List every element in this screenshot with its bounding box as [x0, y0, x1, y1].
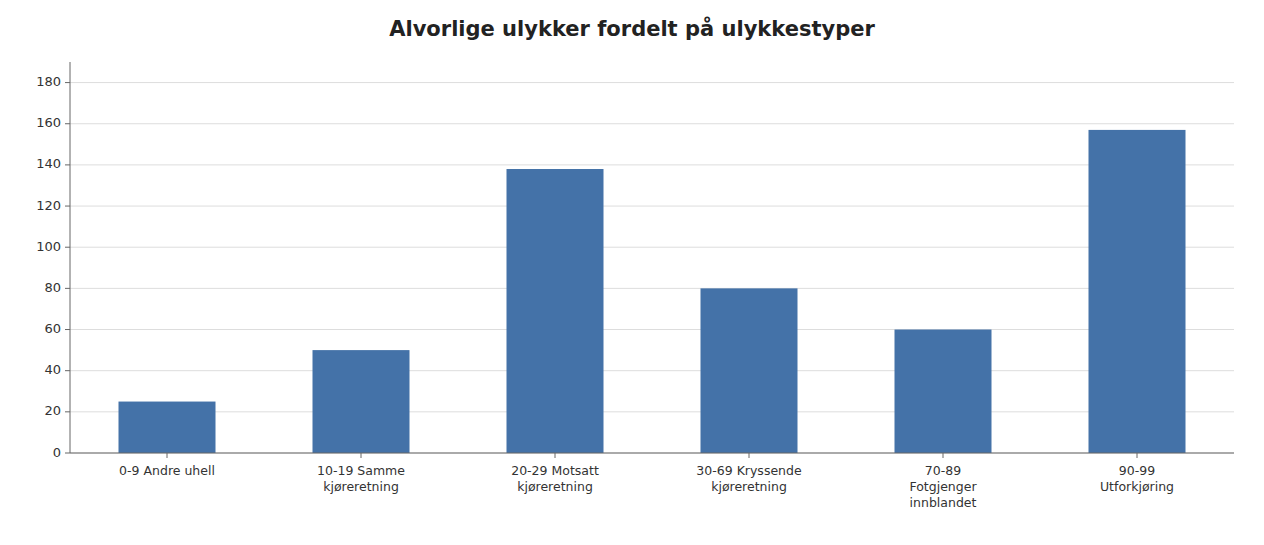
bar: [1089, 130, 1186, 453]
y-tick-label: 20: [44, 403, 61, 418]
y-tick-label: 180: [36, 74, 61, 89]
grid-line: [70, 82, 1234, 83]
grid-line: [70, 329, 1234, 330]
y-axis: 0 20 40 60 80 100 120 140 160 180: [36, 74, 70, 459]
y-tick: [65, 329, 70, 330]
x-tick-label: 20-29 Motsattkjøreretning: [511, 463, 599, 494]
y-tick-label: 60: [44, 321, 61, 336]
x-axis: 0-9 Andre uhell 10-19 Sammekjøreretning 20…: [119, 453, 1174, 510]
grid-line: [70, 288, 1234, 289]
grid-line: [70, 411, 1234, 412]
x-tick: [749, 453, 750, 458]
bar: [701, 288, 798, 453]
bar: [895, 330, 992, 453]
y-tick: [65, 288, 70, 289]
bar: [507, 169, 604, 453]
x-tick: [361, 453, 362, 458]
y-axis-line: [70, 62, 71, 453]
bar: [119, 402, 216, 453]
y-tick-label: 160: [36, 115, 61, 130]
x-tick-label: 0-9 Andre uhell: [119, 463, 215, 478]
grid-line: [70, 247, 1234, 248]
y-tick: [65, 453, 70, 454]
x-tick-label: 70-89Fotgjengerinnblandet: [909, 463, 977, 510]
x-axis-line: [70, 453, 1234, 454]
x-tick: [167, 453, 168, 458]
y-tick: [65, 206, 70, 207]
y-tick: [65, 370, 70, 371]
chart-svg: Alvorlige ulykker fordelt på ulykkestype…: [0, 0, 1264, 545]
x-tick-label: 30-69 Kryssendekjøreretning: [696, 463, 802, 494]
chart-container: Alvorlige ulykker fordelt på ulykkestype…: [0, 0, 1264, 545]
bar: [313, 350, 410, 453]
y-tick: [65, 164, 70, 165]
y-tick-label: 100: [36, 239, 61, 254]
x-tick: [1137, 453, 1138, 458]
grid-line: [70, 370, 1234, 371]
y-tick: [65, 411, 70, 412]
grid-line: [70, 453, 1234, 454]
y-tick-label: 0: [53, 445, 61, 460]
grid-line: [70, 164, 1234, 165]
grid-line: [70, 123, 1234, 124]
y-tick: [65, 123, 70, 124]
y-tick: [65, 247, 70, 248]
x-tick-label: 10-19 Sammekjøreretning: [317, 463, 405, 494]
grid: [70, 83, 1234, 453]
y-tick: [65, 82, 70, 83]
grid-line: [70, 206, 1234, 207]
x-tick: [555, 453, 556, 458]
x-tick: [943, 453, 944, 458]
y-tick-label: 40: [44, 362, 61, 377]
y-tick-label: 80: [44, 280, 61, 295]
title: Alvorlige ulykker fordelt på ulykkestype…: [389, 16, 875, 41]
y-tick-label: 120: [36, 198, 61, 213]
bars: [119, 130, 1186, 453]
x-tick-label: 90-99Utforkjøring: [1100, 463, 1174, 494]
y-tick-label: 140: [36, 156, 61, 171]
